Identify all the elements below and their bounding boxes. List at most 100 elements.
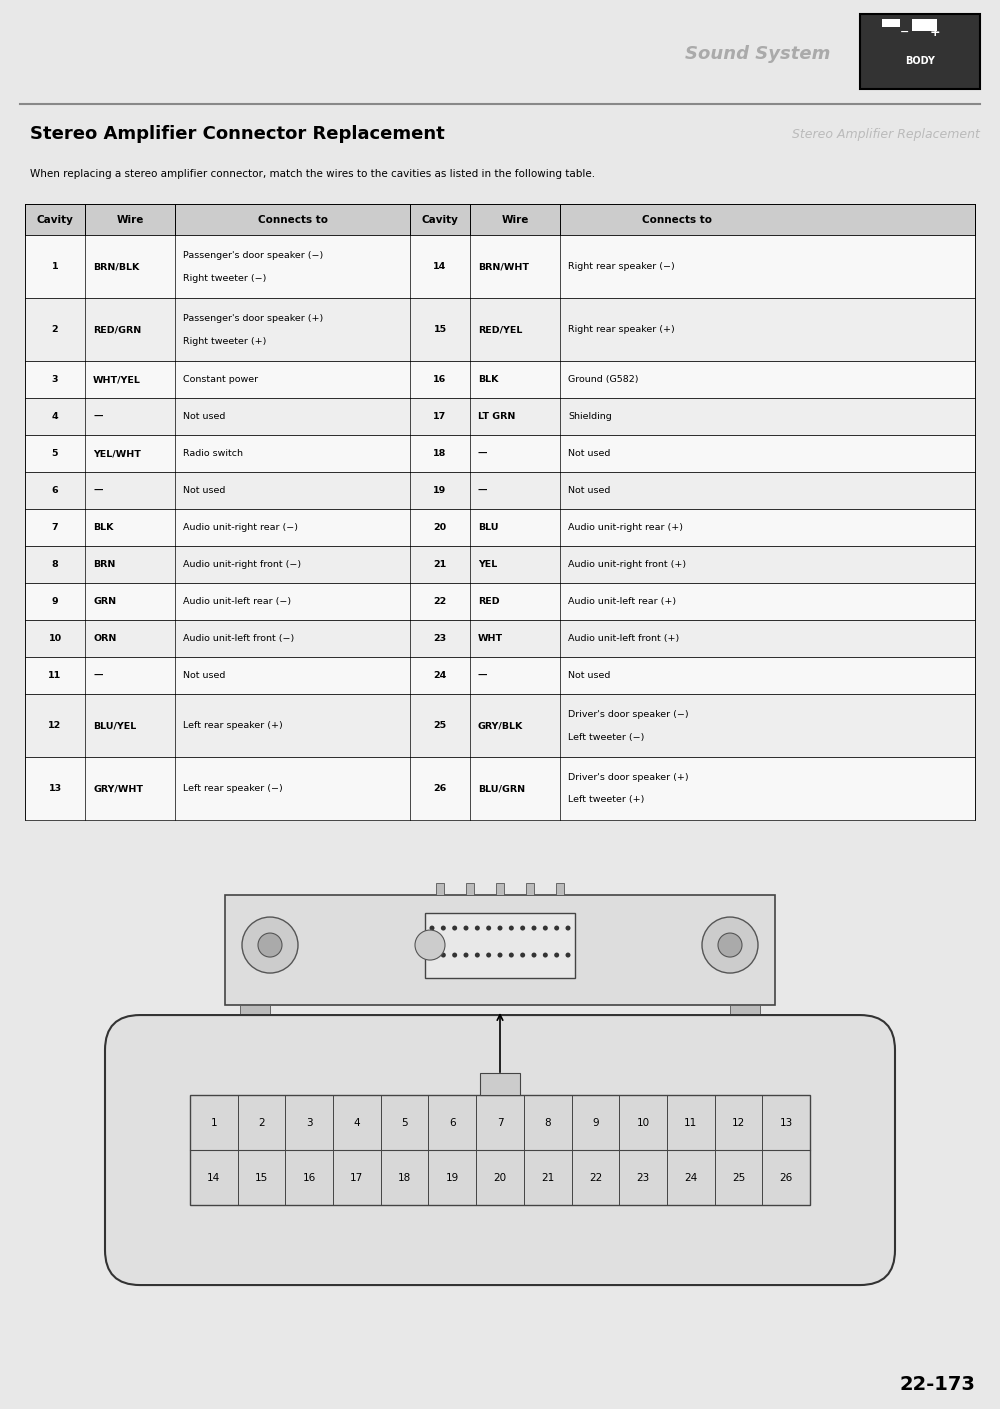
Bar [225, 895, 775, 1005]
Text: 22-173: 22-173 [899, 1375, 975, 1394]
Circle shape [566, 926, 571, 930]
Text: Cavity: Cavity [37, 214, 73, 224]
Text: BLK: BLK [93, 523, 113, 533]
Text: 13: 13 [780, 1117, 793, 1127]
Text: 6: 6 [52, 486, 58, 495]
Text: 18: 18 [433, 449, 447, 458]
Bar [25, 235, 975, 299]
Text: 10: 10 [637, 1117, 650, 1127]
Text: 13: 13 [48, 783, 62, 793]
Text: RED/GRN: RED/GRN [93, 325, 141, 334]
Text: Stereo Amplifier Connector Replacement: Stereo Amplifier Connector Replacement [30, 125, 445, 142]
Bar [425, 913, 575, 978]
Text: 4: 4 [52, 413, 58, 421]
Text: WHT: WHT [478, 634, 503, 644]
Text: 14: 14 [207, 1172, 220, 1182]
Text: Right tweeter (−): Right tweeter (−) [183, 273, 266, 283]
Text: Passenger's door speaker (+): Passenger's door speaker (+) [183, 314, 323, 323]
Text: 17: 17 [433, 413, 447, 421]
Text: 22: 22 [589, 1172, 602, 1182]
Text: Constant power: Constant power [183, 375, 258, 385]
Text: BRN: BRN [93, 561, 115, 569]
Text: 16: 16 [303, 1172, 316, 1182]
Text: LT GRN: LT GRN [478, 413, 515, 421]
Text: −: − [900, 27, 910, 37]
Text: 9: 9 [52, 597, 58, 606]
Text: Left tweeter (−): Left tweeter (−) [568, 733, 644, 741]
Circle shape [464, 926, 468, 930]
Text: Wire: Wire [501, 214, 529, 224]
Text: Not used: Not used [568, 486, 610, 495]
Text: BRN/BLK: BRN/BLK [93, 262, 139, 272]
Text: 12: 12 [732, 1117, 745, 1127]
Text: 5: 5 [52, 449, 58, 458]
Text: 11: 11 [48, 671, 62, 681]
Bar [25, 547, 975, 583]
Text: 9: 9 [592, 1117, 599, 1127]
Text: Not used: Not used [183, 413, 225, 421]
Circle shape [242, 917, 298, 974]
Text: 8: 8 [544, 1117, 551, 1127]
Text: YEL/WHT: YEL/WHT [93, 449, 141, 458]
Bar [466, 883, 474, 895]
Text: Audio unit-right rear (−): Audio unit-right rear (−) [183, 523, 298, 533]
Text: 26: 26 [433, 783, 447, 793]
Text: YEL: YEL [478, 561, 497, 569]
Text: GRN: GRN [93, 597, 116, 606]
Text: 5: 5 [401, 1117, 408, 1127]
Circle shape [543, 926, 548, 930]
Text: 21: 21 [541, 1172, 554, 1182]
Circle shape [430, 926, 434, 930]
Text: Passenger's door speaker (−): Passenger's door speaker (−) [183, 251, 323, 261]
Text: Driver's door speaker (−): Driver's door speaker (−) [568, 710, 689, 719]
Bar [25, 299, 975, 361]
Text: Sound System: Sound System [685, 45, 830, 63]
Text: 10: 10 [48, 634, 62, 644]
Text: 3: 3 [306, 1117, 313, 1127]
Circle shape [702, 917, 758, 974]
Text: Cavity: Cavity [422, 214, 458, 224]
Text: 23: 23 [433, 634, 447, 644]
Circle shape [452, 926, 457, 930]
Circle shape [415, 930, 445, 960]
Text: 24: 24 [433, 671, 447, 681]
Text: BRN/WHT: BRN/WHT [478, 262, 529, 272]
Text: 2: 2 [52, 325, 58, 334]
Text: —: — [478, 449, 487, 458]
Text: 1: 1 [211, 1117, 217, 1127]
Text: 2: 2 [258, 1117, 265, 1127]
Text: Audio unit-left front (−): Audio unit-left front (−) [183, 634, 294, 644]
Text: —: — [478, 486, 487, 495]
Circle shape [566, 952, 571, 958]
Bar [25, 204, 975, 235]
Text: 20: 20 [493, 1172, 507, 1182]
Text: RED: RED [478, 597, 500, 606]
Text: BLK: BLK [478, 375, 498, 385]
Text: 11: 11 [684, 1117, 697, 1127]
Text: GRY/WHT: GRY/WHT [93, 783, 143, 793]
Text: —: — [93, 671, 103, 681]
Circle shape [486, 926, 491, 930]
Text: —: — [93, 413, 103, 421]
Text: 7: 7 [497, 1117, 503, 1127]
Bar [912, 18, 937, 31]
Text: Audio unit-left rear (+): Audio unit-left rear (+) [568, 597, 676, 606]
Text: Shielding: Shielding [568, 413, 612, 421]
Text: 25: 25 [433, 721, 447, 730]
Text: 24: 24 [684, 1172, 697, 1182]
Circle shape [430, 952, 434, 958]
Text: Right rear speaker (+): Right rear speaker (+) [568, 325, 675, 334]
Circle shape [452, 952, 457, 958]
FancyBboxPatch shape [105, 1014, 895, 1285]
Text: 1: 1 [52, 262, 58, 272]
Bar [190, 1095, 810, 1205]
Circle shape [718, 933, 742, 957]
Bar [25, 472, 975, 509]
Circle shape [509, 926, 514, 930]
Bar [25, 435, 975, 472]
Text: 19: 19 [446, 1172, 459, 1182]
Text: 6: 6 [449, 1117, 456, 1127]
Text: Audio unit-right front (−): Audio unit-right front (−) [183, 561, 301, 569]
Text: WHT/YEL: WHT/YEL [93, 375, 141, 385]
Text: Not used: Not used [183, 671, 225, 681]
